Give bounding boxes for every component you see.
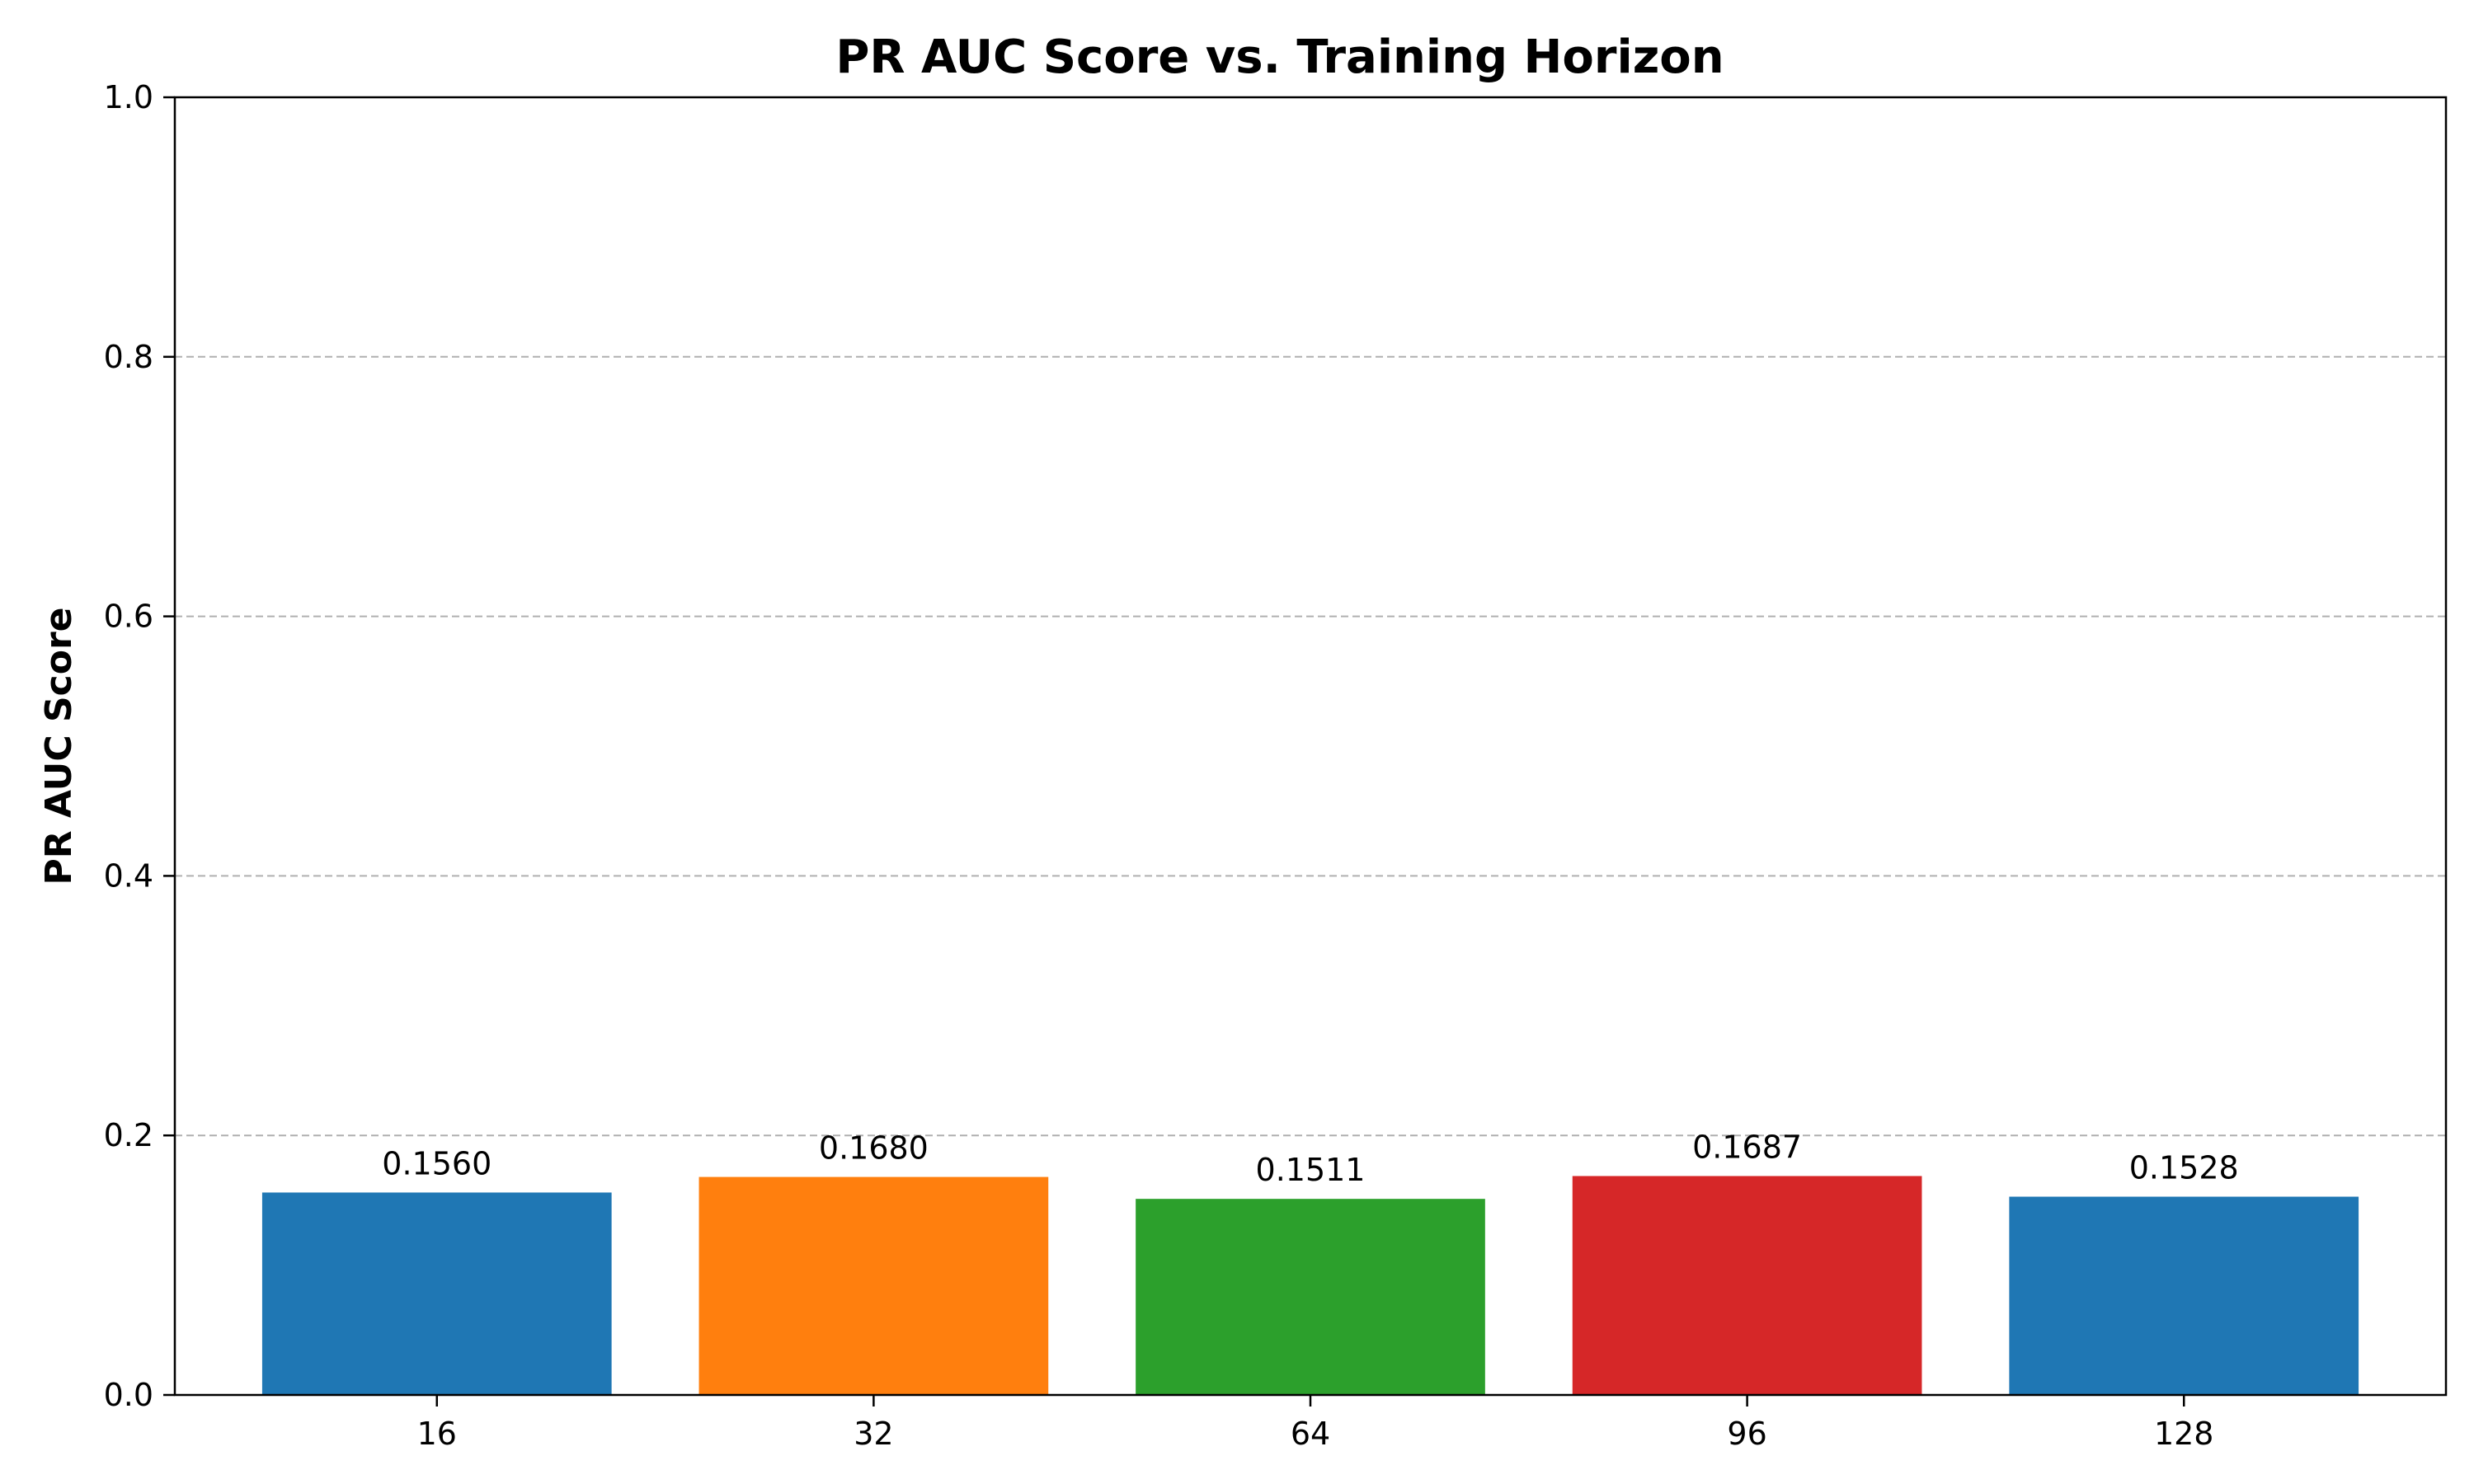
y-axis-ticks: 0.0 0.2 0.4 0.6 0.8 1.0: [104, 79, 175, 1413]
value-label-64: 0.1511: [1256, 1152, 1366, 1188]
x-tick-label: 96: [1727, 1416, 1766, 1452]
y-tick-label: 0.4: [104, 857, 153, 894]
y-tick-label: 0.2: [104, 1117, 153, 1153]
x-tick-label: 64: [1291, 1416, 1330, 1452]
y-tick-label: 0.8: [104, 339, 153, 375]
bar-96: [1572, 1176, 1922, 1395]
bar-16: [261, 1192, 612, 1395]
x-tick-label: 32: [854, 1416, 893, 1452]
y-tick-label: 0.0: [104, 1377, 153, 1413]
x-tick-label: 16: [417, 1416, 457, 1452]
bars: [261, 1176, 2359, 1395]
x-axis-ticks: 16 32 64 96 128: [417, 1395, 2214, 1452]
value-labels: 0.1560 0.1680 0.1511 0.1687 0.1528: [382, 1129, 2238, 1188]
x-tick-label: 128: [2154, 1416, 2214, 1452]
bar-32: [698, 1176, 1049, 1395]
value-label-32: 0.1680: [819, 1130, 929, 1167]
value-label-16: 0.1560: [382, 1145, 492, 1181]
grid-lines: [175, 355, 2446, 1137]
plot-frame: [173, 96, 2448, 1397]
y-tick-label: 0.6: [104, 599, 153, 635]
value-label-128: 0.1528: [2129, 1149, 2239, 1186]
chart-title: PR AUC Score vs. Training Horizon: [835, 31, 1724, 84]
y-axis-label: PR AUC Score: [38, 607, 80, 885]
value-label-96: 0.1687: [1692, 1129, 1802, 1165]
bar-128: [2009, 1196, 2359, 1395]
bar-64: [1136, 1199, 1485, 1395]
y-tick-label: 1.0: [104, 79, 153, 115]
